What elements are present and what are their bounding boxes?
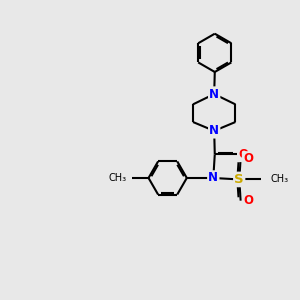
Text: O: O (243, 194, 253, 207)
Text: N: N (208, 172, 218, 184)
Text: CH₃: CH₃ (109, 173, 127, 183)
Text: O: O (238, 148, 248, 161)
Text: N: N (209, 124, 219, 137)
Text: CH₃: CH₃ (271, 174, 289, 184)
Text: N: N (209, 88, 219, 100)
Text: S: S (234, 173, 244, 186)
Text: O: O (243, 152, 253, 165)
